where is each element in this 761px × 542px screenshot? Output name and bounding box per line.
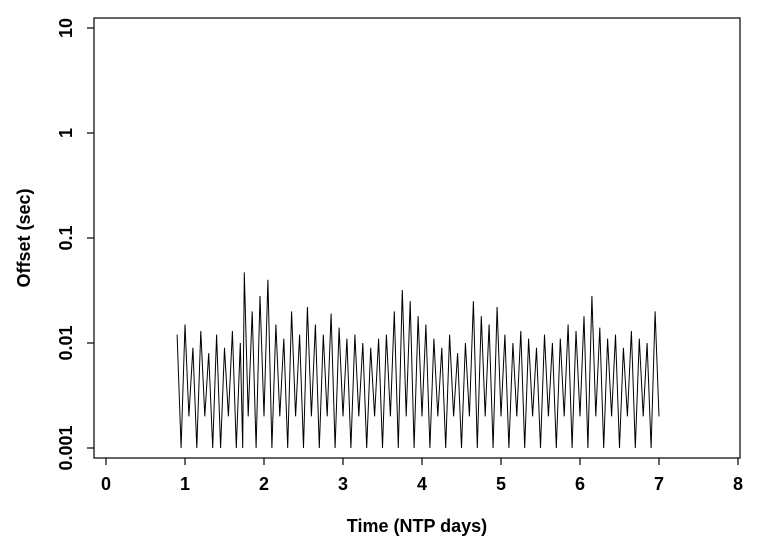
- y-axis-label: Offset (sec): [14, 188, 34, 287]
- y-tick-label: 0.001: [56, 425, 76, 470]
- x-tick-label: 3: [338, 474, 348, 494]
- offset-series: [176, 272, 660, 449]
- x-tick-label: 7: [654, 474, 664, 494]
- x-tick-label: 4: [417, 474, 427, 494]
- x-axis-label: Time (NTP days): [347, 516, 487, 536]
- y-axis: 0.001 0.01 0.1 1 10: [56, 18, 94, 471]
- y-tick-label: 0.1: [56, 225, 76, 250]
- x-tick-label: 2: [259, 474, 269, 494]
- y-tick-label: 0.01: [56, 325, 76, 360]
- x-axis: 0 1 2 3 4 5 6 7 8: [101, 458, 743, 494]
- x-tick-label: 8: [733, 474, 743, 494]
- y-tick-label: 10: [56, 18, 76, 38]
- y-tick-label: 1: [56, 128, 76, 138]
- offset-line: [176, 272, 660, 449]
- x-tick-label: 6: [575, 474, 585, 494]
- x-tick-label: 5: [496, 474, 506, 494]
- x-tick-label: 0: [101, 474, 111, 494]
- plot-frame: [93, 17, 741, 459]
- x-tick-label: 1: [180, 474, 190, 494]
